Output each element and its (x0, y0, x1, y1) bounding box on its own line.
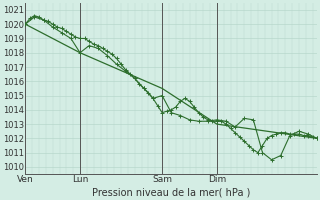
X-axis label: Pression niveau de la mer( hPa ): Pression niveau de la mer( hPa ) (92, 187, 251, 197)
